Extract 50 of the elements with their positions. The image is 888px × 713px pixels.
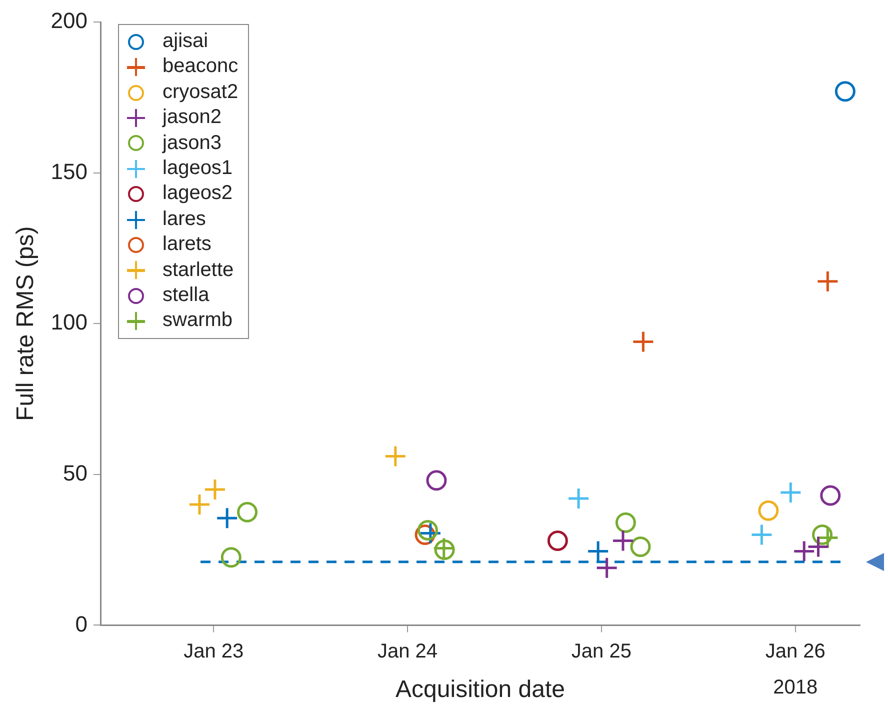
y-tick-label: 100 xyxy=(50,310,88,335)
point xyxy=(426,470,447,491)
legend-label: starlette xyxy=(162,258,234,283)
point xyxy=(820,485,841,506)
legend-label: jason3 xyxy=(162,130,222,156)
x-tick-label: Jan 26 xyxy=(765,640,826,663)
legend-label: beaconc xyxy=(162,54,238,80)
point xyxy=(630,536,651,558)
point xyxy=(758,500,779,521)
point xyxy=(188,493,211,516)
point xyxy=(384,445,407,468)
point xyxy=(750,523,773,546)
legend-label: stella xyxy=(162,283,210,308)
point xyxy=(807,536,830,558)
legend-label: lageos2 xyxy=(162,181,233,206)
text: 2018 xyxy=(773,676,818,699)
point xyxy=(237,502,258,522)
y-axis-title: Full rate RMS (ps) xyxy=(12,226,40,421)
point xyxy=(216,506,238,530)
x-tick-label: Jan 23 xyxy=(184,640,244,663)
legend-label: ajisai xyxy=(162,29,208,54)
y-tick-label: 150 xyxy=(50,158,88,184)
legend-label: lares xyxy=(162,206,206,232)
point xyxy=(567,487,590,510)
point xyxy=(596,556,618,580)
point xyxy=(792,540,816,563)
point xyxy=(779,481,802,504)
point xyxy=(417,520,438,540)
point xyxy=(204,478,226,501)
point xyxy=(615,512,636,533)
point xyxy=(612,530,634,552)
legend-label: lageos1 xyxy=(162,156,233,182)
point xyxy=(812,524,833,545)
point xyxy=(586,540,610,563)
x-tick-label: Jan 24 xyxy=(378,640,438,663)
point xyxy=(632,330,654,353)
point xyxy=(816,526,839,549)
legend-label: jason2 xyxy=(162,105,222,130)
x-tick-label: Jan 25 xyxy=(571,640,632,663)
legend-label: larets xyxy=(162,232,212,258)
y-tick-label: 50 xyxy=(63,460,88,486)
legend-label: cryosat2 xyxy=(162,80,238,105)
point xyxy=(816,270,839,293)
point xyxy=(834,81,856,102)
point xyxy=(220,547,242,568)
y-tick-label: 200 xyxy=(50,8,88,34)
legend-label: swarmb xyxy=(162,308,233,334)
x-axis-title: Acquisition date xyxy=(396,676,565,704)
point xyxy=(547,530,568,551)
y-tick-label: 0 xyxy=(75,611,88,636)
